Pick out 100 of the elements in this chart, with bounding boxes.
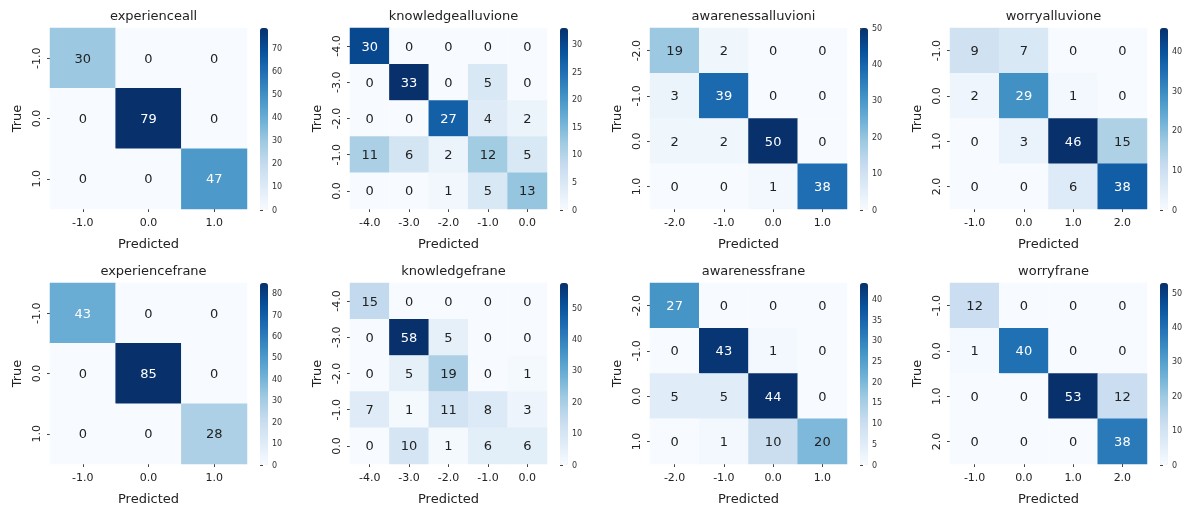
y-tick-label: -1.0	[930, 39, 943, 62]
color-bar-label: 0	[272, 460, 278, 470]
chart-title: knowledgefrane	[401, 263, 506, 278]
data-label: 3	[1019, 133, 1029, 149]
color-bar-label: 50	[272, 353, 283, 363]
data-label: 15	[361, 293, 378, 309]
data-label: 0	[768, 298, 778, 314]
y-axis-title: True	[609, 104, 625, 134]
data-label: 28	[205, 426, 223, 442]
x-axis-title: Predicted	[1017, 491, 1080, 506]
data-label: 1	[444, 183, 453, 199]
color-bar-label: 15	[872, 398, 883, 408]
y-tick-label: 1.0	[30, 170, 43, 188]
data-label: 38	[1114, 178, 1131, 194]
color-bar-label: 80	[272, 289, 283, 299]
color-bar-label: 50	[1172, 288, 1183, 298]
data-label: 20	[814, 433, 831, 449]
data-label: 0	[483, 329, 493, 345]
data-label: 29	[1015, 88, 1033, 104]
data-label: 0	[210, 305, 219, 321]
data-label: 0	[404, 38, 414, 54]
x-tick-label: -1.0	[72, 216, 94, 229]
data-label: 0	[523, 38, 532, 54]
color-bar-label: 30	[272, 136, 283, 146]
chart-title: knowledgealluvione	[388, 8, 519, 23]
data-label: 0	[1068, 43, 1078, 59]
x-tick-label: -1.0	[963, 471, 986, 484]
color-bar-label: 10	[272, 182, 283, 192]
data-label: 3	[670, 88, 679, 104]
data-label: 19	[666, 43, 683, 59]
x-tick-label: 2.0	[1113, 216, 1132, 229]
y-tick-label: 2.0	[930, 177, 943, 196]
color-bar-label: 50	[272, 90, 283, 100]
data-label: 0	[404, 183, 414, 199]
color-bar-label: 30	[572, 366, 583, 376]
y-tick-label: -1.0	[30, 302, 43, 324]
data-label: 0	[444, 38, 453, 54]
data-label: 0	[78, 426, 87, 442]
y-axis-title: True	[909, 359, 925, 389]
chart-title: experiencefrane	[100, 263, 207, 278]
data-label: 10	[400, 438, 418, 454]
data-label: 0	[78, 171, 87, 187]
data-label: 1	[719, 433, 729, 449]
data-label: 0	[144, 50, 153, 66]
x-tick-label: 0.0	[518, 216, 537, 229]
data-label: 0	[1068, 433, 1078, 449]
data-label: 0	[144, 305, 153, 321]
data-label: 0	[670, 178, 679, 194]
data-label: 44	[764, 388, 782, 404]
data-label: 5	[719, 388, 729, 404]
color-bar-label: 70	[272, 310, 283, 320]
y-tick-label: 0.0	[330, 182, 343, 200]
data-label: 0	[523, 74, 532, 90]
y-tick-label: 0.0	[930, 87, 943, 105]
y-tick-label: -2.0	[330, 362, 343, 385]
color-bar-label: 60	[272, 332, 283, 342]
y-tick-label: -2.0	[630, 294, 643, 317]
color-bar-label: 50	[572, 303, 583, 313]
data-label: 1	[970, 343, 979, 359]
data-label: 0	[483, 38, 493, 54]
x-axis-title: Predicted	[117, 491, 180, 506]
x-tick-label: -4.0	[358, 471, 381, 484]
data-label: 0	[818, 43, 827, 59]
color-bar-label: 5	[572, 177, 578, 187]
data-label: 53	[1064, 388, 1082, 404]
y-axis-title: True	[609, 359, 625, 389]
data-label: 0	[210, 111, 219, 126]
color-bar-label: 40	[272, 374, 283, 384]
y-tick-label: -4.0	[330, 290, 343, 312]
data-label: 58	[400, 329, 418, 345]
x-tick-label: 0.0	[1015, 216, 1033, 229]
y-tick-label: -1.0	[630, 85, 643, 107]
data-label: 0	[365, 366, 374, 381]
x-tick-label: 0.0	[139, 216, 158, 229]
x-tick-label: -2.0	[437, 216, 460, 229]
data-label: 1	[1068, 88, 1078, 104]
color-bar-label: 10	[1172, 426, 1183, 436]
data-label: 0	[719, 298, 729, 314]
data-label: 0	[404, 111, 414, 126]
color-bar-label: 60	[272, 67, 283, 77]
color-bar-label: 0	[272, 205, 278, 215]
y-tick-label: 0.0	[630, 132, 643, 150]
data-label: 0	[1019, 178, 1029, 194]
y-tick-label: -1.0	[630, 340, 643, 362]
data-label: 0	[1019, 298, 1029, 314]
data-label: 0	[1019, 388, 1029, 404]
y-tick-label: -1.0	[930, 294, 943, 317]
color-bar-label: 0	[1172, 460, 1178, 470]
chart-title: worryalluvione	[1005, 8, 1102, 23]
color-bar-label: 40	[872, 59, 883, 69]
color-bar-label: 40	[572, 334, 583, 344]
data-label: 2	[719, 133, 729, 149]
x-tick-label: 1.0	[205, 216, 223, 229]
data-label: 0	[970, 178, 979, 194]
data-label: 39	[715, 88, 733, 104]
data-label: 10	[764, 433, 782, 449]
x-tick-label: 0.0	[1015, 471, 1033, 484]
data-label: 0	[1118, 88, 1127, 104]
color-bar-label: 40	[1172, 323, 1183, 333]
data-label: 0	[523, 293, 532, 309]
